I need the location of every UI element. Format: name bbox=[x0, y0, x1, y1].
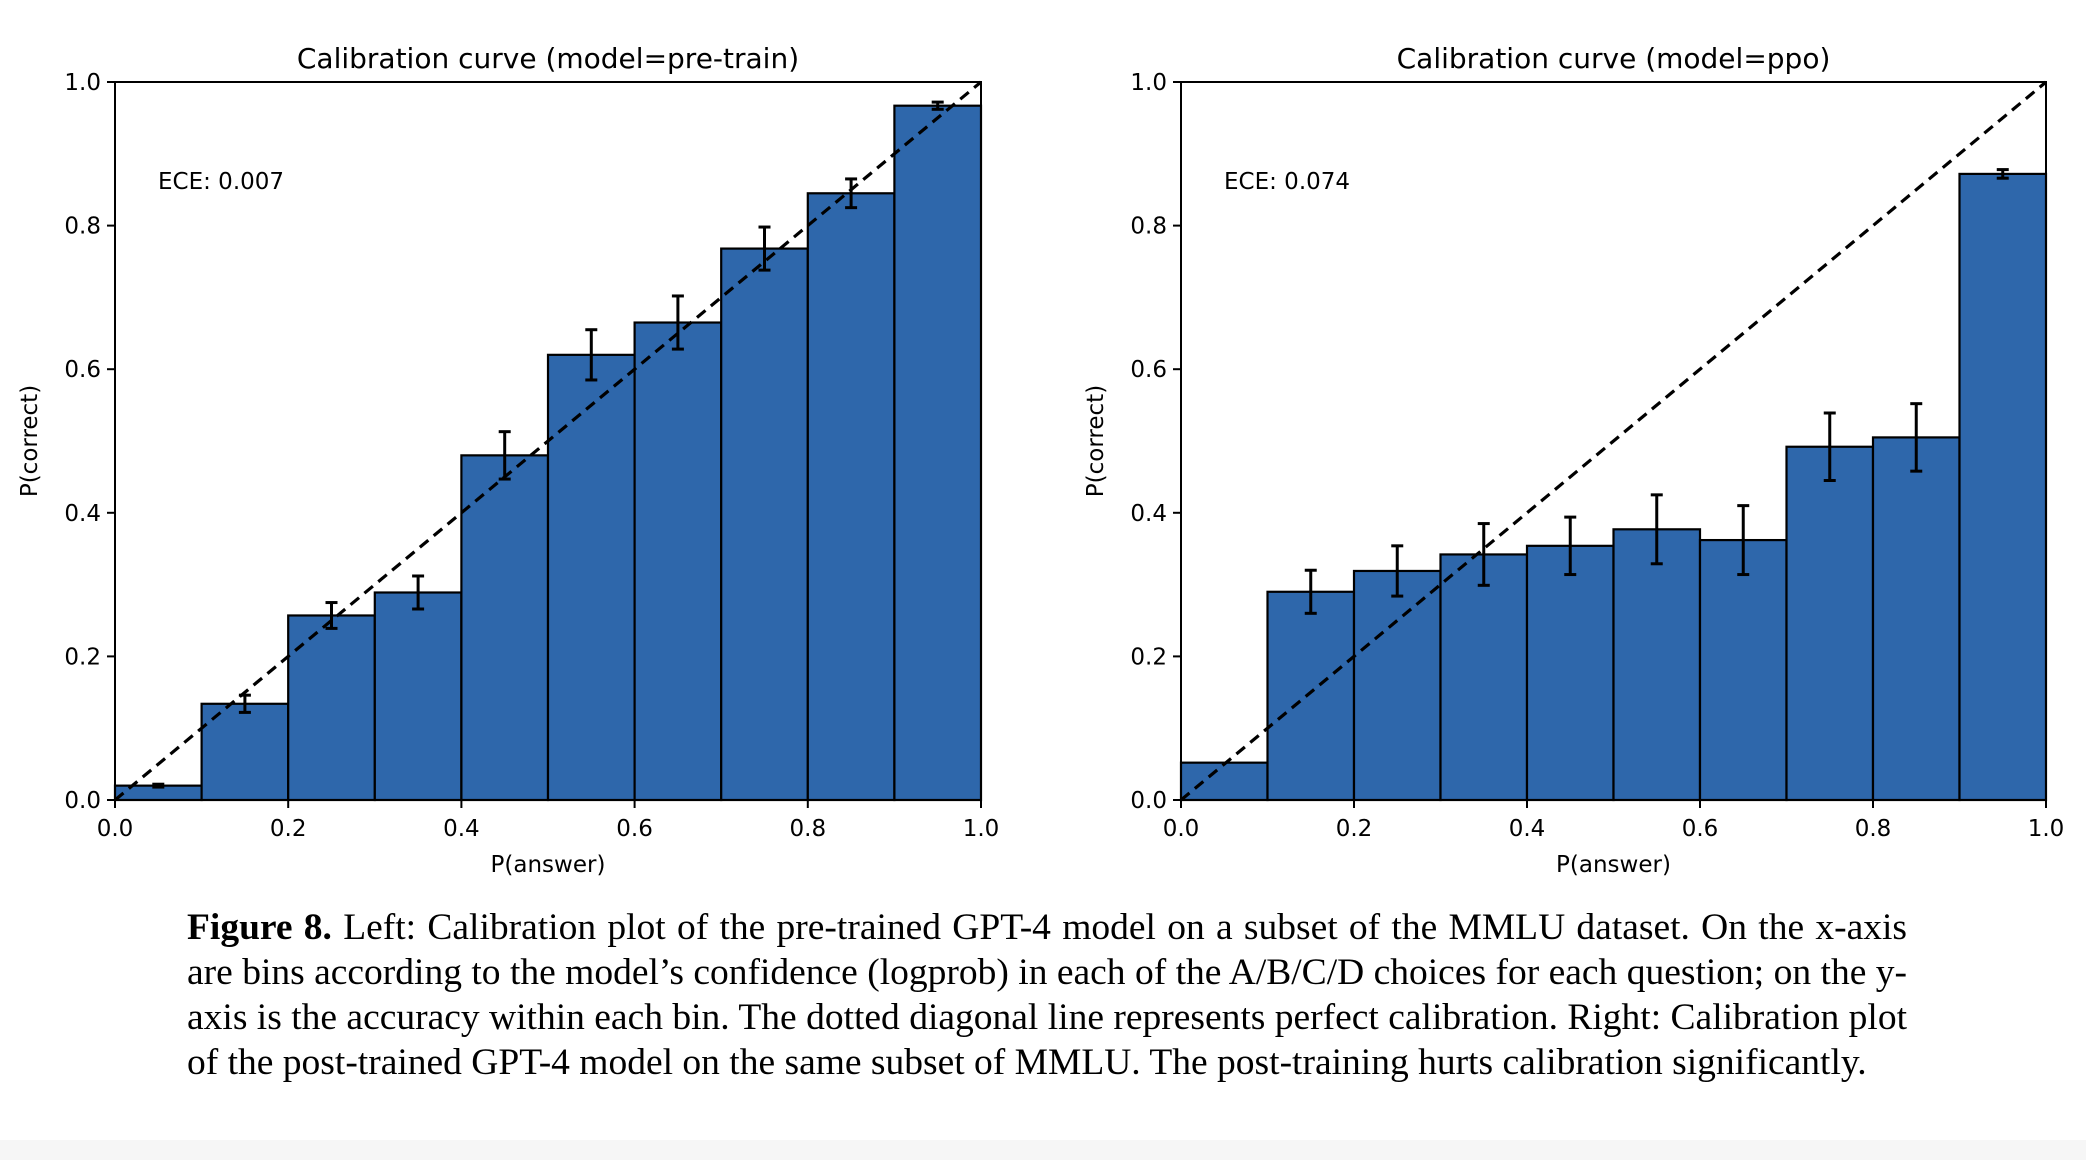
bar-bin-7 bbox=[720, 247, 809, 802]
error-bar-1 bbox=[1304, 568, 1317, 615]
bar-bin-4 bbox=[1525, 544, 1615, 802]
y-tick-label: 0.8 bbox=[1130, 214, 1167, 240]
error-bar-8 bbox=[845, 177, 858, 210]
x-tick-label: 0.4 bbox=[443, 816, 480, 842]
bar-bin-9 bbox=[893, 104, 983, 802]
bar-bin-4 bbox=[460, 454, 550, 802]
y-tick-label: 0.6 bbox=[64, 357, 101, 383]
y-tick-label: 0.0 bbox=[64, 788, 101, 814]
x-axis-label: P(answer) bbox=[1556, 852, 1671, 878]
error-bar-8 bbox=[1910, 402, 1923, 473]
chart-title: Calibration curve (model=ppo) bbox=[1397, 42, 1831, 75]
plot-frame bbox=[114, 81, 982, 801]
error-bar-6 bbox=[1737, 504, 1750, 577]
y-tick-label: 0.2 bbox=[1130, 644, 1167, 670]
error-bar-5 bbox=[1650, 493, 1663, 566]
bar-bin-2 bbox=[1352, 569, 1442, 802]
error-bar-9 bbox=[931, 100, 944, 111]
ece-annotation: ECE: 0.074 bbox=[1224, 169, 1350, 195]
bar-bin-8 bbox=[1871, 436, 1961, 802]
error-bar-5 bbox=[585, 328, 598, 382]
chart-title: Calibration curve (model=pre-train) bbox=[297, 42, 799, 75]
x-tick-label: 0.6 bbox=[1682, 816, 1719, 842]
y-tick-label: 1.0 bbox=[64, 70, 101, 96]
caption-label: Figure 8. bbox=[187, 907, 332, 948]
bar-bin-0 bbox=[1179, 761, 1269, 802]
caption-text: Left: Calibration plot of the pre-traine… bbox=[187, 907, 1908, 1083]
y-tick-label: 0.6 bbox=[1130, 357, 1167, 383]
pre-train-calibration-panel: 0.0 0.2 0.4 0.6 0.8 1.0 0.0 0.2 0.4 0.6 0.8 1.0 Cali… bbox=[17, 42, 999, 878]
x-tick-label: 0.4 bbox=[1509, 816, 1546, 842]
error-bar-7 bbox=[1823, 411, 1836, 482]
x-tick-label: 0.2 bbox=[1336, 816, 1373, 842]
error-bar-4 bbox=[498, 430, 511, 481]
error-bar-2 bbox=[325, 601, 338, 630]
ppo-calibration-panel: 0.0 0.2 0.4 0.6 0.8 1.0 0.0 0.2 0.4 0.6 0.8 1.0 Cali… bbox=[1083, 42, 2064, 878]
error-bar-9 bbox=[1996, 168, 2009, 180]
plot-frame bbox=[1180, 81, 2047, 801]
ece-annotation: ECE: 0.007 bbox=[158, 169, 284, 195]
y-tick-label: 1.0 bbox=[1130, 70, 1167, 96]
perfect-calibration-diagonal bbox=[113, 80, 983, 802]
x-axis-label: P(answer) bbox=[491, 852, 606, 878]
y-tick-label: 0.8 bbox=[64, 214, 101, 240]
y-axis-label: P(correct) bbox=[17, 385, 43, 497]
x-tick-label: 0.6 bbox=[616, 816, 653, 842]
calibration-figure: 0.0 0.2 0.4 0.6 0.8 1.0 0.0 0.2 0.4 0.6 0.8 1.0 Cali… bbox=[17, 42, 2064, 878]
y-tick-label: 0.0 bbox=[1130, 788, 1167, 814]
error-bar-2 bbox=[1391, 544, 1404, 598]
error-bar-3 bbox=[412, 574, 425, 611]
x-tick-label: 0.2 bbox=[270, 816, 307, 842]
bar-bin-9 bbox=[1958, 172, 2048, 802]
y-tick-label: 0.4 bbox=[64, 501, 101, 527]
bar-bin-3 bbox=[1439, 553, 1529, 802]
bar-bin-8 bbox=[806, 192, 896, 802]
x-tick-label: 1.0 bbox=[963, 816, 1000, 842]
x-tick-label: 1.0 bbox=[2028, 816, 2065, 842]
page-bottom-strip bbox=[0, 1140, 2086, 1160]
perfect-calibration-diagonal bbox=[1179, 80, 2048, 802]
x-tick-label: 0.8 bbox=[790, 816, 827, 842]
bar-bin-1 bbox=[200, 702, 290, 802]
bar-bin-3 bbox=[373, 591, 463, 802]
bar-bin-2 bbox=[287, 614, 376, 802]
x-tick-label: 0.0 bbox=[97, 816, 134, 842]
error-bar-3 bbox=[1477, 522, 1490, 587]
y-tick-label: 0.2 bbox=[64, 644, 101, 670]
bar-bin-5 bbox=[1612, 528, 1702, 802]
bar-bin-1 bbox=[1266, 590, 1356, 802]
error-bar-0 bbox=[152, 782, 165, 789]
y-tick-label: 0.4 bbox=[1130, 501, 1167, 527]
bar-bin-6 bbox=[633, 321, 723, 802]
x-tick-label: 0.8 bbox=[1855, 816, 1892, 842]
bar-bin-6 bbox=[1698, 538, 1788, 802]
bar-bin-7 bbox=[1785, 445, 1875, 802]
error-bar-6 bbox=[671, 294, 684, 351]
y-axis-label: P(correct) bbox=[1083, 385, 1109, 497]
x-tick-label: 0.0 bbox=[1163, 816, 1200, 842]
error-bar-4 bbox=[1564, 515, 1577, 577]
bar-bin-5 bbox=[546, 353, 636, 802]
figure-caption: Figure 8. Left: Calibration plot of the … bbox=[187, 905, 1907, 1085]
error-bar-7 bbox=[758, 225, 771, 272]
